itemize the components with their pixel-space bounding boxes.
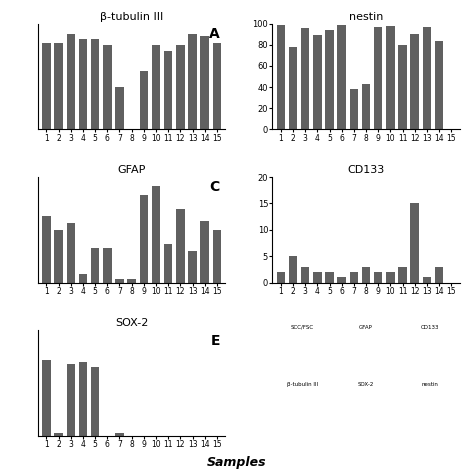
Bar — [42, 216, 51, 283]
Bar — [423, 27, 431, 129]
Bar — [410, 203, 419, 283]
Bar — [325, 30, 334, 129]
Bar — [152, 45, 160, 129]
Bar — [79, 362, 87, 436]
Title: β-tubulin III: β-tubulin III — [287, 382, 318, 386]
Bar — [337, 25, 346, 129]
Bar — [55, 230, 63, 283]
Bar — [386, 26, 395, 129]
Bar — [362, 267, 370, 283]
Bar — [398, 267, 407, 283]
Bar — [301, 28, 310, 129]
Bar — [435, 267, 443, 283]
Bar — [42, 43, 51, 129]
Bar — [42, 360, 51, 436]
Bar — [276, 272, 285, 283]
Bar — [188, 34, 197, 129]
Bar — [201, 221, 209, 283]
Bar — [276, 25, 285, 129]
Title: CD133: CD133 — [347, 165, 385, 175]
Bar — [435, 41, 443, 129]
Bar — [66, 364, 75, 436]
Bar — [79, 274, 87, 283]
Title: nestin: nestin — [349, 11, 383, 21]
Bar — [350, 272, 358, 283]
Text: E: E — [210, 334, 220, 347]
Text: C: C — [210, 180, 220, 194]
Bar — [164, 244, 173, 283]
Bar — [55, 433, 63, 436]
Bar — [289, 47, 297, 129]
Bar — [115, 433, 124, 436]
Bar — [139, 71, 148, 129]
Bar — [313, 36, 321, 129]
Title: SOX-2: SOX-2 — [115, 318, 148, 328]
Bar — [374, 272, 383, 283]
Bar — [213, 230, 221, 283]
Bar — [91, 247, 100, 283]
Bar — [176, 209, 185, 283]
Bar — [139, 195, 148, 283]
Title: SOX-2: SOX-2 — [358, 382, 374, 386]
Bar — [55, 43, 63, 129]
Bar — [66, 223, 75, 283]
Title: β-tubulin III: β-tubulin III — [100, 11, 163, 21]
Text: Samples: Samples — [207, 456, 267, 469]
Text: A: A — [209, 27, 220, 41]
Bar — [66, 34, 75, 129]
Bar — [374, 27, 383, 129]
Bar — [423, 277, 431, 283]
Title: GFAP: GFAP — [118, 165, 146, 175]
Bar — [164, 51, 173, 129]
Bar — [301, 267, 310, 283]
Bar — [103, 45, 111, 129]
Bar — [398, 45, 407, 129]
Bar — [188, 251, 197, 283]
Bar — [213, 43, 221, 129]
Title: nestin: nestin — [421, 382, 438, 386]
Bar — [115, 279, 124, 283]
Title: GFAP: GFAP — [359, 325, 373, 330]
Bar — [362, 84, 370, 129]
Bar — [386, 272, 395, 283]
Bar — [350, 89, 358, 129]
Bar — [289, 256, 297, 283]
Bar — [337, 277, 346, 283]
Bar — [325, 272, 334, 283]
Bar — [115, 87, 124, 129]
Bar — [176, 45, 185, 129]
Bar — [201, 36, 209, 129]
Bar — [79, 38, 87, 129]
Title: CD133: CD133 — [420, 325, 439, 330]
Bar — [410, 34, 419, 129]
Bar — [128, 279, 136, 283]
Bar — [103, 247, 111, 283]
Bar — [152, 186, 160, 283]
Bar — [313, 272, 321, 283]
Bar — [91, 38, 100, 129]
Bar — [91, 367, 100, 436]
Title: SCC/FSC: SCC/FSC — [291, 325, 314, 330]
